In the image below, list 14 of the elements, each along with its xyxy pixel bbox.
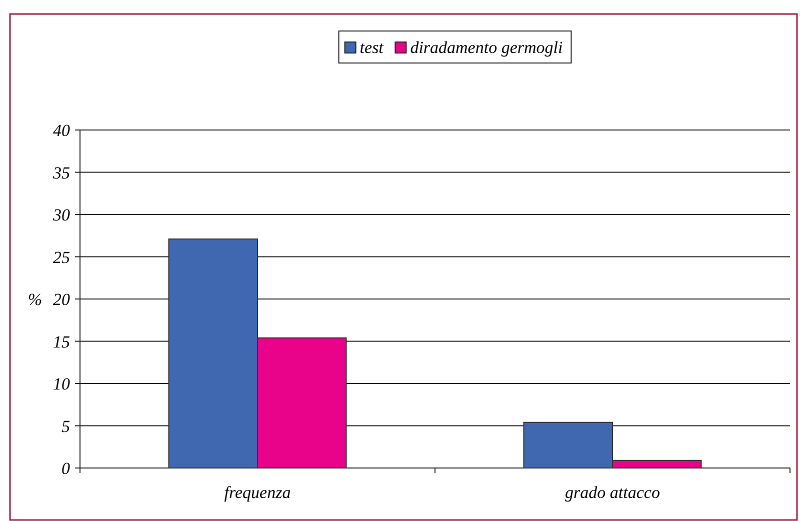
y-tick-label: 5 bbox=[62, 416, 70, 436]
y-tick-label: 15 bbox=[53, 332, 70, 352]
x-tick-label: frequenza bbox=[224, 483, 291, 502]
y-tick-label: 30 bbox=[52, 206, 70, 224]
y-tick-label: 10 bbox=[53, 374, 70, 394]
y-tick-label: 0 bbox=[62, 459, 70, 478]
legend-label: diradamento germogli bbox=[410, 38, 563, 57]
y-tick-label: 25 bbox=[53, 248, 70, 267]
x-tick-label: grado attacco bbox=[565, 483, 660, 502]
y-tick-label: 40 bbox=[53, 121, 70, 140]
y-axis-title: % bbox=[28, 290, 42, 309]
legend-label: test bbox=[360, 38, 385, 57]
y-tick-label: 35 bbox=[52, 163, 70, 182]
y-tick-label: 20 bbox=[53, 290, 70, 309]
